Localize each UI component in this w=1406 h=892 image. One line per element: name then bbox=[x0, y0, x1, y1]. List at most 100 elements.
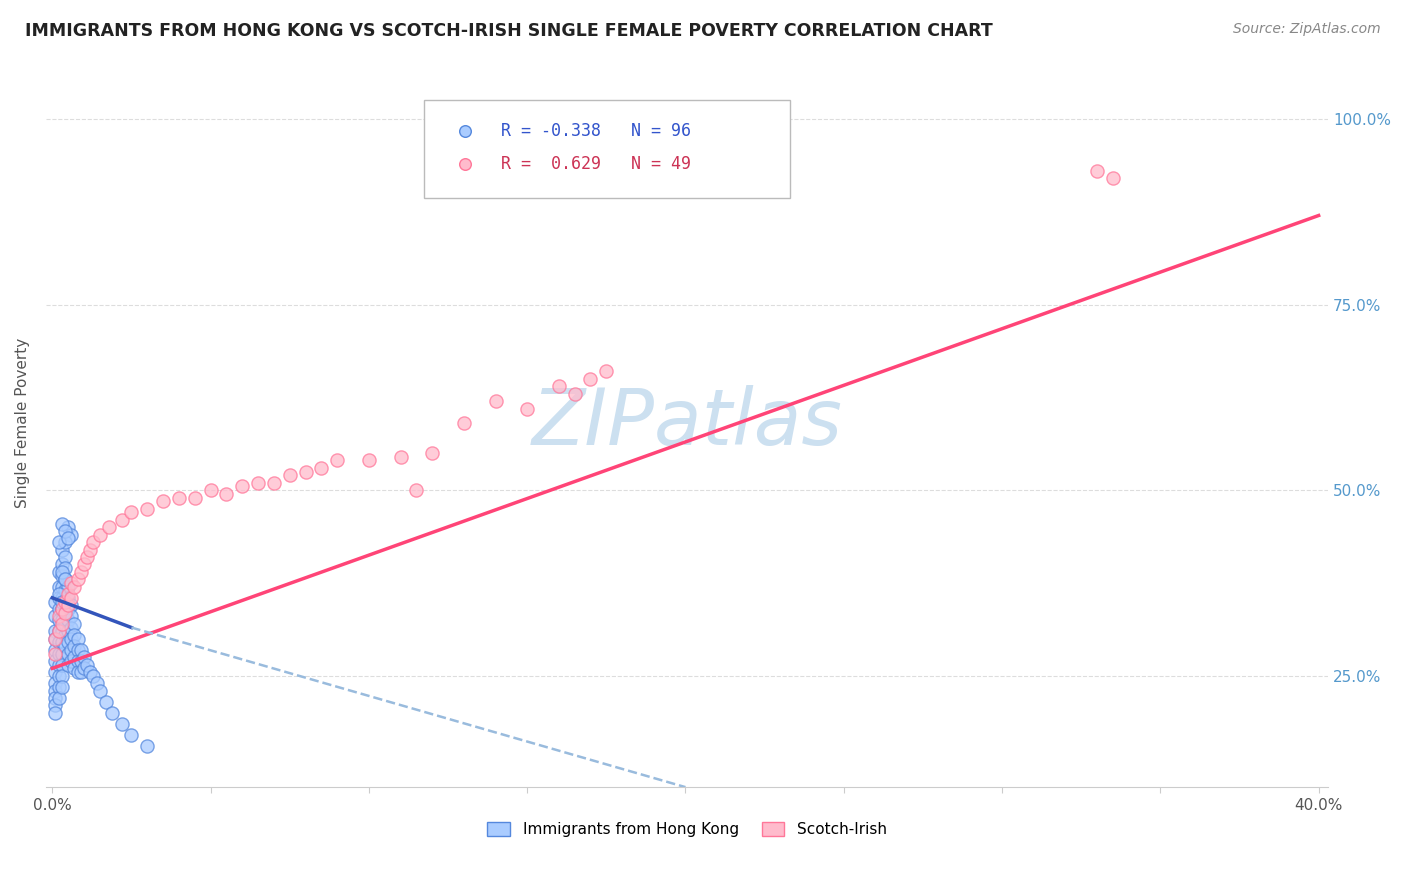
Point bbox=[51, 647, 73, 661]
Point bbox=[51, 602, 73, 616]
Point bbox=[56, 520, 79, 534]
Point bbox=[60, 621, 83, 635]
Point bbox=[44, 676, 66, 690]
Point bbox=[51, 516, 73, 531]
Point bbox=[53, 606, 76, 620]
Point bbox=[53, 583, 76, 598]
Point bbox=[63, 650, 86, 665]
Point bbox=[48, 635, 70, 649]
Text: R =  0.629   N = 49: R = 0.629 N = 49 bbox=[501, 154, 692, 173]
Point bbox=[51, 613, 73, 627]
Point bbox=[60, 591, 83, 605]
Point bbox=[60, 609, 83, 624]
Point bbox=[48, 535, 70, 549]
Point bbox=[63, 628, 86, 642]
Point bbox=[111, 513, 134, 527]
Point bbox=[98, 520, 121, 534]
Point bbox=[63, 661, 86, 675]
Point bbox=[44, 654, 66, 668]
Point bbox=[89, 683, 111, 698]
Point bbox=[1076, 218, 1098, 232]
Point bbox=[152, 494, 174, 508]
Point bbox=[94, 695, 117, 709]
Point bbox=[44, 706, 66, 720]
Point bbox=[48, 624, 70, 639]
Point bbox=[60, 632, 83, 646]
Point bbox=[184, 491, 207, 505]
Text: R = -0.338   N = 96: R = -0.338 N = 96 bbox=[501, 122, 692, 140]
Point bbox=[44, 594, 66, 608]
Point bbox=[56, 587, 79, 601]
Point bbox=[69, 642, 91, 657]
Point bbox=[420, 446, 443, 460]
Point bbox=[60, 642, 83, 657]
Point bbox=[484, 394, 506, 409]
Point bbox=[79, 665, 101, 679]
Point bbox=[231, 479, 253, 493]
Point bbox=[63, 580, 86, 594]
Point bbox=[51, 542, 73, 557]
Point bbox=[48, 609, 70, 624]
Point bbox=[73, 650, 96, 665]
Point bbox=[48, 587, 70, 601]
Point bbox=[89, 527, 111, 541]
Point bbox=[51, 558, 73, 572]
Point bbox=[48, 680, 70, 694]
Point bbox=[86, 676, 108, 690]
Point bbox=[200, 483, 222, 498]
Point bbox=[101, 706, 124, 720]
Point bbox=[44, 632, 66, 646]
Point bbox=[278, 468, 301, 483]
Point bbox=[294, 465, 316, 479]
Point bbox=[53, 628, 76, 642]
Point bbox=[48, 669, 70, 683]
Point bbox=[73, 558, 96, 572]
Point bbox=[48, 591, 70, 605]
Point bbox=[51, 680, 73, 694]
Point bbox=[51, 580, 73, 594]
Point bbox=[56, 657, 79, 672]
Point bbox=[44, 683, 66, 698]
Point bbox=[53, 572, 76, 586]
Point bbox=[53, 594, 76, 608]
Point bbox=[53, 561, 76, 575]
Point bbox=[48, 580, 70, 594]
Point bbox=[215, 487, 238, 501]
Point bbox=[53, 535, 76, 549]
Point bbox=[547, 379, 569, 393]
Point bbox=[56, 591, 79, 605]
Point bbox=[69, 565, 91, 579]
Point bbox=[44, 642, 66, 657]
Text: Source: ZipAtlas.com: Source: ZipAtlas.com bbox=[1233, 22, 1381, 37]
Point bbox=[56, 647, 79, 661]
Point bbox=[53, 572, 76, 586]
Point bbox=[51, 602, 73, 616]
Point bbox=[120, 506, 142, 520]
Point bbox=[82, 669, 104, 683]
Point bbox=[51, 635, 73, 649]
Point bbox=[51, 568, 73, 582]
Point bbox=[357, 453, 380, 467]
Point bbox=[51, 624, 73, 639]
Point bbox=[51, 602, 73, 616]
Text: IMMIGRANTS FROM HONG KONG VS SCOTCH-IRISH SINGLE FEMALE POVERTY CORRELATION CHAR: IMMIGRANTS FROM HONG KONG VS SCOTCH-IRIS… bbox=[25, 22, 993, 40]
Point bbox=[136, 739, 159, 754]
Point bbox=[56, 635, 79, 649]
Point bbox=[60, 576, 83, 591]
Point bbox=[44, 624, 66, 639]
Point bbox=[516, 401, 538, 416]
Point bbox=[56, 624, 79, 639]
Point bbox=[69, 654, 91, 668]
Point bbox=[66, 642, 89, 657]
Point bbox=[48, 602, 70, 616]
Point bbox=[48, 624, 70, 639]
Point bbox=[389, 450, 412, 464]
Point bbox=[44, 647, 66, 661]
Point bbox=[263, 475, 285, 490]
Point bbox=[66, 572, 89, 586]
Point bbox=[53, 524, 76, 538]
Point bbox=[56, 532, 79, 546]
Point bbox=[82, 535, 104, 549]
Point bbox=[120, 728, 142, 742]
Point bbox=[405, 483, 427, 498]
